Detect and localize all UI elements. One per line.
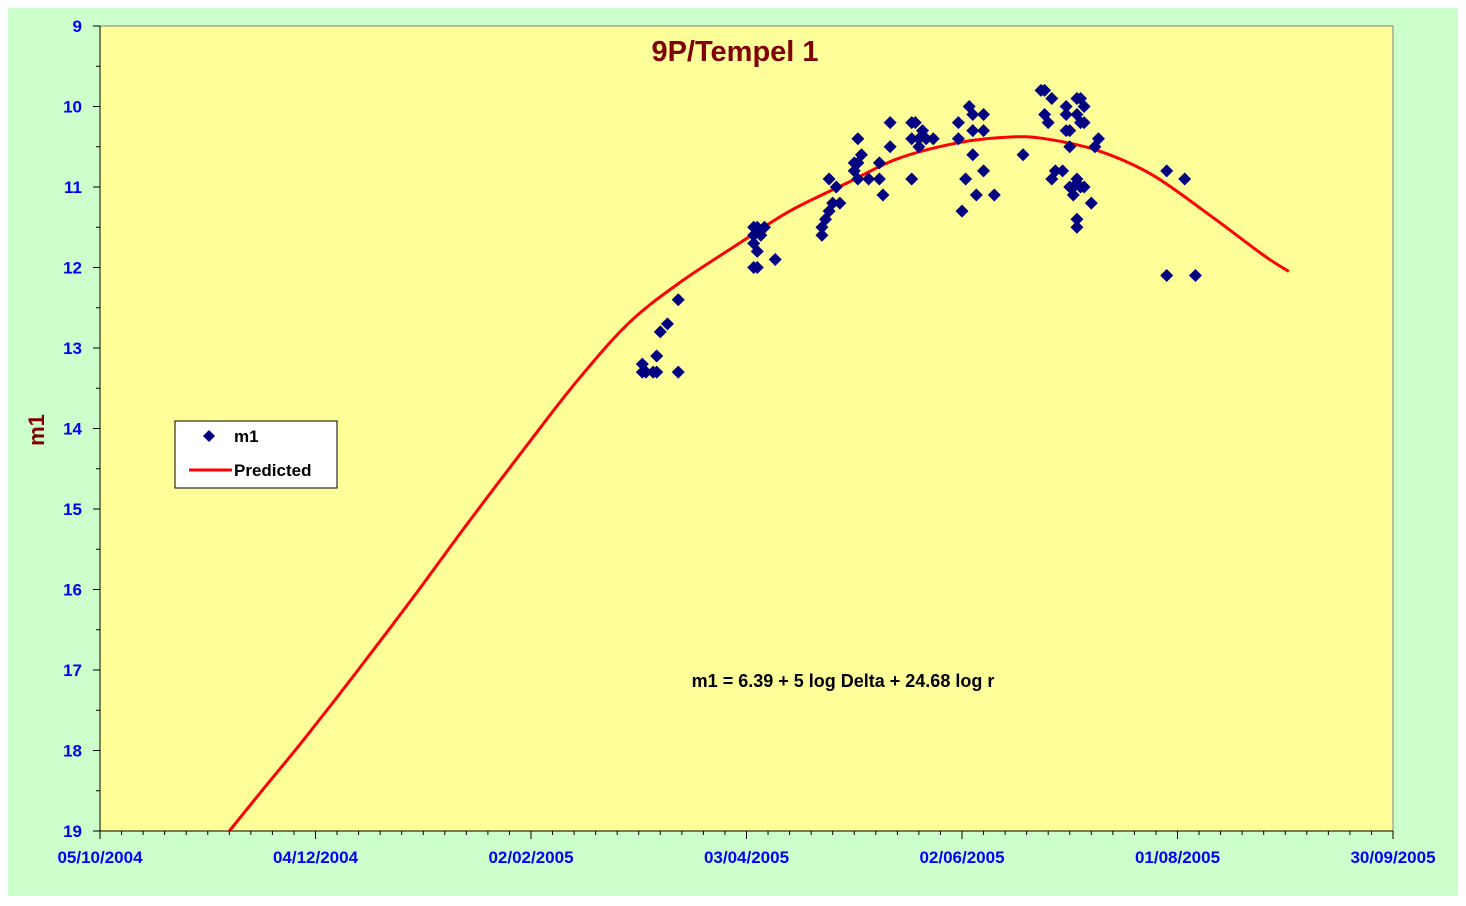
data-point — [966, 148, 980, 162]
data-point — [750, 261, 764, 274]
data-point — [1178, 172, 1192, 186]
data-point — [750, 244, 764, 258]
y-axis: 9 10 11 12 13 14 15 16 17 18 19 — [63, 17, 101, 841]
data-point — [1077, 100, 1091, 113]
data-point — [826, 196, 840, 210]
data-point — [872, 156, 886, 170]
y-tick-label: 17 — [63, 661, 82, 680]
data-point — [1063, 140, 1077, 154]
data-point — [829, 180, 843, 194]
data-point — [650, 365, 664, 379]
m1-series — [635, 83, 1202, 379]
data-point — [815, 228, 829, 242]
y-tick-label: 19 — [63, 822, 82, 841]
data-point — [1059, 108, 1073, 122]
data-point — [671, 365, 685, 379]
data-point — [912, 140, 926, 154]
legend-box — [174, 420, 338, 489]
data-point — [1070, 212, 1084, 226]
data-point — [883, 116, 897, 130]
data-point — [1091, 132, 1105, 146]
data-point — [1160, 164, 1174, 178]
data-point — [650, 349, 664, 363]
data-point — [905, 172, 919, 186]
x-tick-label: 01/08/2005 — [1135, 848, 1220, 867]
data-point — [977, 108, 991, 122]
data-point — [1066, 188, 1080, 202]
y-tick-label: 9 — [73, 17, 82, 36]
legend: m1 Predicted — [174, 420, 338, 489]
data-point — [862, 172, 876, 186]
x-tick-label: 03/04/2005 — [704, 848, 789, 867]
data-point — [955, 204, 969, 218]
y-tick-label: 15 — [63, 500, 82, 519]
data-point — [969, 188, 983, 202]
data-point — [959, 172, 973, 186]
data-point — [1016, 148, 1030, 162]
y-tick-label: 10 — [63, 98, 82, 117]
y-axis-label: m1 — [24, 414, 49, 446]
data-point — [639, 365, 653, 379]
data-point — [987, 188, 1001, 202]
y-tick-label: 13 — [63, 339, 82, 358]
y-tick-label: 12 — [63, 259, 82, 278]
y-tick-label: 16 — [63, 581, 82, 600]
formula-annotation: m1 = 6.39 + 5 log Delta + 24.68 log r — [692, 671, 995, 691]
data-point — [977, 164, 991, 178]
y-tick-label: 18 — [63, 742, 82, 761]
x-tick-label: 02/02/2005 — [488, 848, 573, 867]
data-point — [833, 196, 847, 210]
legend-m1-label: m1 — [234, 427, 259, 446]
legend-m1-marker — [203, 430, 215, 442]
data-point — [872, 172, 886, 186]
legend-predicted-label: Predicted — [234, 461, 311, 480]
data-point — [977, 124, 991, 138]
data-point — [951, 132, 965, 146]
data-point — [1077, 116, 1091, 130]
data-point — [1188, 269, 1202, 283]
data-point — [1048, 164, 1062, 178]
data-point — [1059, 100, 1073, 113]
x-tick-label: 30/09/2005 — [1350, 848, 1435, 867]
data-point — [854, 148, 868, 162]
data-point — [851, 132, 865, 146]
data-point — [1070, 220, 1084, 234]
chart-title: 9P/Tempel 1 — [651, 36, 818, 68]
data-point — [1077, 180, 1091, 194]
data-point — [1160, 269, 1174, 283]
data-point — [883, 140, 897, 154]
y-tick-label: 14 — [63, 420, 82, 439]
data-point — [908, 116, 922, 130]
predicted-line — [228, 135, 1290, 832]
data-point — [966, 124, 980, 138]
data-point — [1084, 196, 1098, 210]
data-point — [951, 116, 965, 130]
data-point — [660, 317, 674, 331]
y-tick-label: 11 — [64, 178, 82, 197]
data-point — [671, 293, 685, 307]
data-point — [1056, 164, 1070, 178]
x-tick-label: 02/06/2005 — [919, 848, 1004, 867]
data-point — [768, 252, 782, 266]
x-tick-label: 04/12/2004 — [273, 848, 359, 867]
data-point — [822, 172, 836, 186]
data-point — [653, 325, 667, 339]
data-point — [1063, 124, 1077, 138]
data-point — [926, 132, 940, 146]
data-point — [905, 132, 919, 146]
x-tick-label: 05/10/2004 — [57, 848, 143, 867]
data-point — [1045, 91, 1059, 105]
data-point — [1041, 116, 1055, 130]
x-axis: 05/10/2004 04/12/2004 02/02/2005 03/04/2005… — [57, 830, 1436, 867]
data-point — [919, 132, 933, 146]
data-point — [966, 108, 980, 122]
data-point — [851, 172, 865, 186]
predicted-series — [228, 135, 1290, 832]
data-point — [757, 220, 771, 234]
data-point — [876, 188, 890, 202]
data-point — [1038, 83, 1052, 97]
